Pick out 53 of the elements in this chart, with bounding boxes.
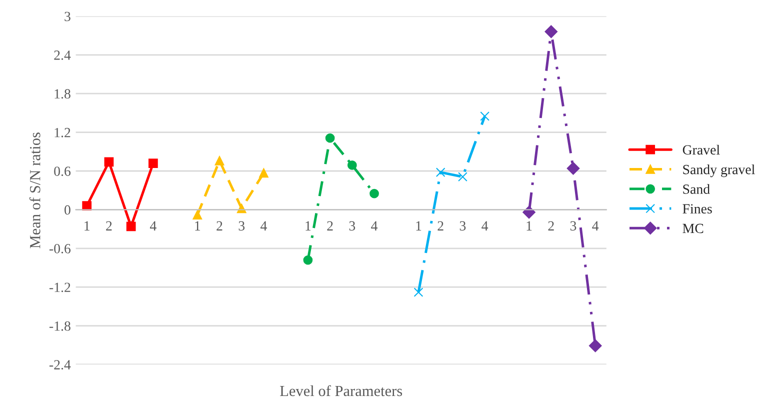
legend-label: Sandy gravel bbox=[683, 164, 755, 178]
point bbox=[325, 133, 335, 143]
legend-label: Sand bbox=[683, 184, 710, 194]
x-tick-label: 4 bbox=[150, 221, 156, 230]
point bbox=[588, 339, 602, 352]
legend-label: Fines bbox=[682, 204, 712, 214]
x-tick-label: 2 bbox=[106, 221, 112, 230]
point bbox=[436, 168, 446, 177]
x-axis-title: Level of Parameters bbox=[280, 385, 402, 396]
point bbox=[303, 255, 313, 265]
y-axis-title: Mean of S/N ratios bbox=[29, 132, 40, 248]
y-tick-label: 1.8 bbox=[54, 89, 70, 99]
x-tick-label: 4 bbox=[592, 221, 599, 230]
x-tick-label: 3 bbox=[349, 221, 356, 231]
point bbox=[566, 162, 580, 175]
y-tick-label: -1.8 bbox=[49, 321, 70, 331]
x-tick-label: 2 bbox=[216, 221, 222, 230]
x-tick-label: 1 bbox=[526, 221, 532, 230]
point bbox=[347, 160, 357, 170]
y-tick-label: 3 bbox=[64, 12, 70, 22]
x-tick-label: 1 bbox=[84, 221, 90, 230]
legend-label: MC bbox=[682, 224, 704, 234]
x-tick-label: 2 bbox=[327, 221, 333, 230]
x-tick-label: 1 bbox=[416, 221, 422, 230]
point bbox=[458, 172, 468, 182]
y-tick-label: -2.4 bbox=[49, 360, 71, 370]
y-tick-label: 0.6 bbox=[54, 166, 71, 176]
x-tick-label: 3 bbox=[460, 221, 466, 231]
x-tick-label: 3 bbox=[238, 221, 245, 231]
x-tick-label: 1 bbox=[306, 221, 311, 230]
point bbox=[259, 168, 268, 178]
point bbox=[414, 288, 424, 297]
point bbox=[104, 157, 114, 167]
point bbox=[544, 25, 558, 38]
point bbox=[148, 158, 158, 168]
point bbox=[126, 222, 136, 232]
point bbox=[214, 156, 224, 166]
point bbox=[192, 210, 202, 220]
legend-label: Gravel bbox=[682, 144, 720, 155]
y-tick-label: 0 bbox=[64, 205, 70, 215]
x-tick-label: 2 bbox=[548, 221, 554, 230]
point bbox=[480, 111, 490, 121]
y-tick-label: 1.2 bbox=[54, 128, 70, 138]
y-tick-label: -1.2 bbox=[49, 282, 70, 292]
point bbox=[370, 188, 379, 198]
x-tick-label: 4 bbox=[260, 221, 267, 230]
y-tick-label: -0.6 bbox=[49, 244, 71, 254]
x-tick-label: 2 bbox=[438, 221, 444, 230]
x-tick-label: 4 bbox=[482, 221, 488, 230]
x-tick-label: 4 bbox=[371, 221, 378, 230]
x-tick-label: 3 bbox=[570, 221, 576, 231]
x-tick-label: 1 bbox=[195, 221, 200, 230]
y-tick-label: 2.4 bbox=[54, 50, 71, 60]
